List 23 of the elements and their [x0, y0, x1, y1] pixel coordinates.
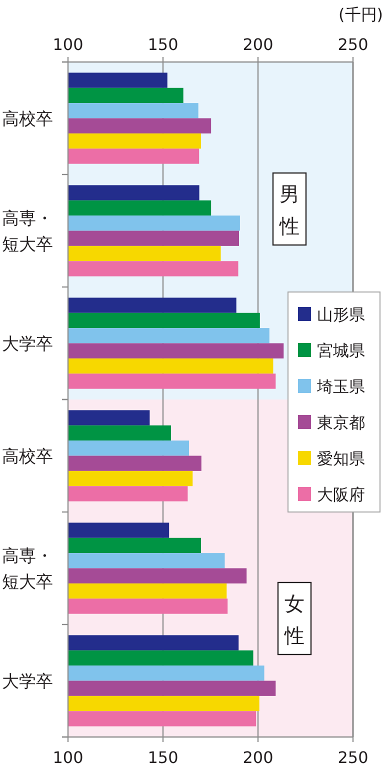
legend-label: 山形県: [317, 305, 365, 324]
legend-label: 埼玉県: [316, 377, 365, 396]
annotation: 女性: [284, 592, 304, 648]
x-tick-label: 150: [148, 35, 178, 54]
y-tick-label: 高校卒: [2, 446, 53, 467]
y-tick-label: 高専・短大卒: [2, 208, 53, 255]
x-tick-label: 200: [242, 35, 274, 54]
legend-label: 愛知県: [317, 449, 365, 468]
x-axis-title: (千円): [338, 5, 383, 24]
x-tick-label: 250: [338, 748, 368, 767]
y-tick-label: 高専・短大卒: [2, 546, 53, 592]
legend-label: 東京都: [317, 413, 365, 432]
y-tick-label: 大学卒: [2, 672, 53, 692]
x-tick-label: 100: [52, 35, 84, 54]
x-tick-label: 200: [242, 748, 274, 767]
legend-label: 宮城県: [317, 341, 365, 360]
y-tick-label: 高校卒: [2, 109, 53, 130]
x-tick-label: 150: [148, 748, 178, 767]
y-tick-label: 大学卒: [2, 334, 53, 354]
x-tick-label: 100: [52, 748, 84, 767]
x-tick-label: 250: [338, 35, 368, 54]
legend-label: 大阪府: [317, 485, 365, 504]
annotation: 男性: [278, 182, 300, 238]
